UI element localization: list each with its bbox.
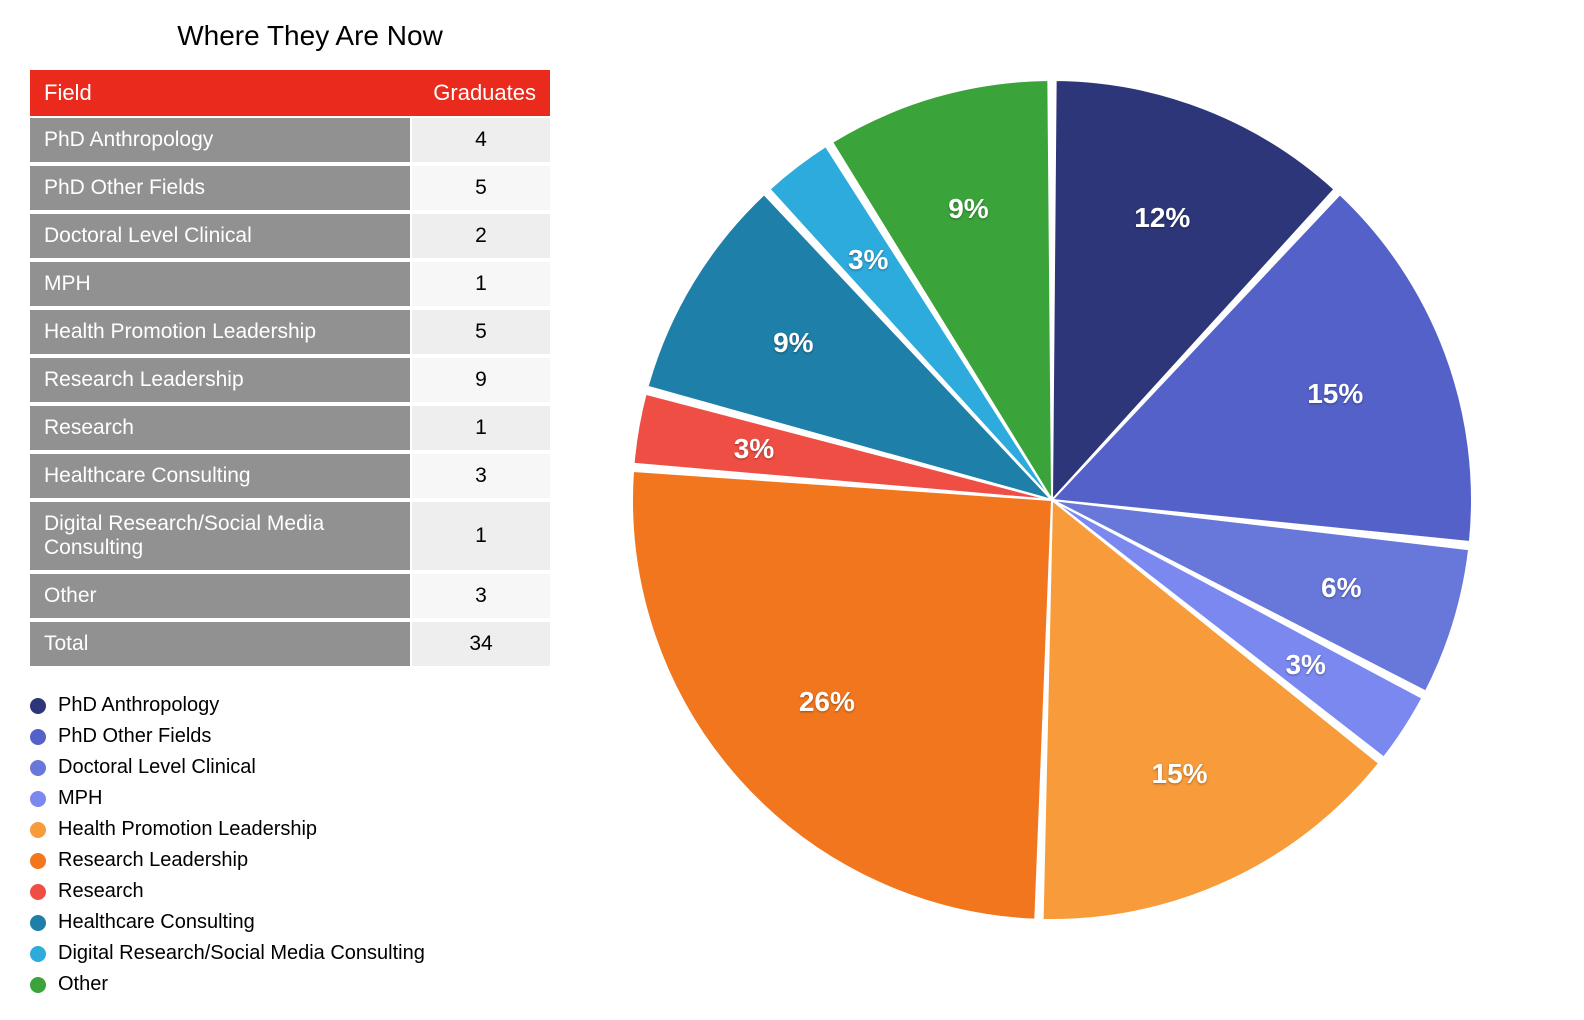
table-row: Healthcare Consulting3 (30, 452, 550, 500)
legend-label: Doctoral Level Clinical (58, 752, 256, 783)
left-column: Where They Are Now Field Graduates PhD A… (30, 10, 550, 990)
legend-swatch (30, 822, 46, 838)
legend-swatch (30, 977, 46, 993)
table-row: Digital Research/Social Media Consulting… (30, 500, 550, 572)
col-header-field: Field (30, 70, 410, 116)
legend: PhD AnthropologyPhD Other FieldsDoctoral… (30, 690, 550, 1000)
chart-container: Where They Are Now Field Graduates PhD A… (0, 0, 1584, 1020)
legend-label: Research Leadership (58, 845, 248, 876)
legend-label: Health Promotion Leadership (58, 814, 317, 845)
cell-field: PhD Other Fields (30, 164, 410, 212)
table-row: Research1 (30, 404, 550, 452)
cell-value: 5 (410, 164, 550, 212)
legend-label: Healthcare Consulting (58, 907, 255, 938)
legend-item: PhD Other Fields (30, 721, 550, 752)
col-header-graduates: Graduates (410, 70, 550, 116)
cell-field: Digital Research/Social Media Consulting (30, 500, 410, 572)
legend-swatch (30, 853, 46, 869)
table-row-total: Total34 (30, 620, 550, 668)
legend-label: PhD Anthropology (58, 690, 219, 721)
legend-label: Other (58, 969, 108, 1000)
table-row: Research Leadership9 (30, 356, 550, 404)
cell-value: 5 (410, 308, 550, 356)
cell-total-label: Total (30, 620, 410, 668)
cell-value: 4 (410, 116, 550, 164)
legend-label: Digital Research/Social Media Consulting (58, 938, 425, 969)
cell-value: 3 (410, 572, 550, 620)
legend-item: Other (30, 969, 550, 1000)
legend-item: Health Promotion Leadership (30, 814, 550, 845)
pie-svg (602, 50, 1502, 950)
legend-label: MPH (58, 783, 102, 814)
legend-item: Doctoral Level Clinical (30, 752, 550, 783)
cell-field: Research (30, 404, 410, 452)
table-header-row: Field Graduates (30, 70, 550, 116)
legend-swatch (30, 946, 46, 962)
legend-label: PhD Other Fields (58, 721, 211, 752)
cell-field: Other (30, 572, 410, 620)
legend-item: MPH (30, 783, 550, 814)
pie-chart: 12%15%6%3%15%26%3%9%3%9% (602, 50, 1502, 950)
legend-item: Digital Research/Social Media Consulting (30, 938, 550, 969)
cell-field: Doctoral Level Clinical (30, 212, 410, 260)
legend-swatch (30, 884, 46, 900)
pie-slice (632, 471, 1052, 920)
legend-item: Research Leadership (30, 845, 550, 876)
cell-value: 1 (410, 260, 550, 308)
legend-label: Research (58, 876, 144, 907)
table-row: Other3 (30, 572, 550, 620)
cell-value: 2 (410, 212, 550, 260)
legend-item: Research (30, 876, 550, 907)
right-column: 12%15%6%3%15%26%3%9%3%9% (550, 10, 1554, 990)
cell-value: 9 (410, 356, 550, 404)
legend-swatch (30, 915, 46, 931)
table-row: Health Promotion Leadership5 (30, 308, 550, 356)
data-table: Field Graduates PhD Anthropology4PhD Oth… (30, 70, 550, 668)
table-row: PhD Other Fields5 (30, 164, 550, 212)
cell-field: PhD Anthropology (30, 116, 410, 164)
legend-swatch (30, 729, 46, 745)
table-row: PhD Anthropology4 (30, 116, 550, 164)
cell-total-value: 34 (410, 620, 550, 668)
cell-field: Health Promotion Leadership (30, 308, 410, 356)
cell-field: MPH (30, 260, 410, 308)
legend-swatch (30, 791, 46, 807)
legend-item: Healthcare Consulting (30, 907, 550, 938)
legend-item: PhD Anthropology (30, 690, 550, 721)
cell-value: 1 (410, 500, 550, 572)
cell-value: 3 (410, 452, 550, 500)
legend-swatch (30, 760, 46, 776)
table-row: MPH1 (30, 260, 550, 308)
cell-value: 1 (410, 404, 550, 452)
cell-field: Healthcare Consulting (30, 452, 410, 500)
chart-title: Where They Are Now (30, 20, 550, 52)
legend-swatch (30, 698, 46, 714)
cell-field: Research Leadership (30, 356, 410, 404)
table-row: Doctoral Level Clinical2 (30, 212, 550, 260)
